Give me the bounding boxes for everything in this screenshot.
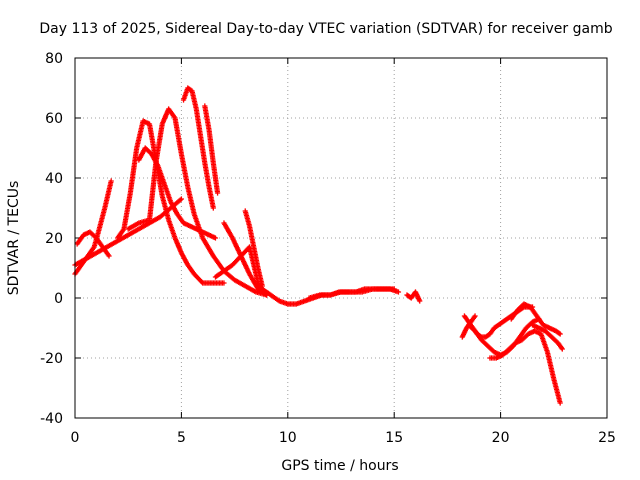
- series-track-s: [529, 322, 565, 352]
- data-point: [106, 253, 112, 259]
- tick-labels: 0 5 10 15 20 25 -40 -20 0 20 40 60 80: [40, 51, 616, 446]
- data-point: [210, 205, 216, 211]
- y-tick-label: 60: [45, 111, 63, 127]
- series-track-a: [72, 178, 114, 277]
- data-points: [72, 85, 565, 406]
- series-track-j: [221, 220, 270, 298]
- y-tick-label: 0: [54, 291, 63, 307]
- data-point: [221, 280, 227, 286]
- x-axis-label: GPS time / hours: [281, 458, 398, 474]
- data-point: [391, 286, 397, 292]
- y-tick-label: 40: [45, 171, 63, 187]
- x-tick-label: 15: [385, 430, 403, 446]
- series-track-t: [459, 313, 478, 340]
- series-track-r: [508, 301, 563, 337]
- y-tick-label: -20: [40, 351, 63, 367]
- series-track-g: [180, 85, 216, 211]
- data-point: [557, 331, 563, 337]
- series-track-n: [404, 289, 423, 304]
- data-point: [472, 313, 478, 319]
- x-tick-label: 25: [598, 430, 616, 446]
- data-point: [178, 196, 184, 202]
- y-tick-label: -40: [40, 411, 63, 427]
- x-tick-label: 10: [279, 430, 297, 446]
- data-point: [417, 298, 423, 304]
- grid-lines: [75, 58, 607, 418]
- series-track-q: [487, 328, 563, 406]
- data-point: [559, 346, 565, 352]
- x-tick-label: 20: [492, 430, 510, 446]
- x-tick-label: 0: [71, 430, 80, 446]
- series-track-m: [306, 286, 397, 301]
- data-point: [395, 289, 402, 295]
- x-tick-label: 5: [177, 430, 186, 446]
- data-point: [212, 235, 219, 241]
- y-tick-label: 80: [45, 51, 63, 67]
- data-point: [108, 178, 114, 184]
- series-track-h: [202, 103, 221, 196]
- data-point: [557, 400, 563, 406]
- y-axis-label: SDTVAR / TECUs: [6, 181, 22, 296]
- data-point: [556, 330, 562, 336]
- y-tick-label: 20: [45, 231, 63, 247]
- chart-title: Day 113 of 2025, Sidereal Day-to-day VTE…: [39, 21, 612, 37]
- data-point: [214, 190, 221, 196]
- plot-frame: [74, 57, 608, 419]
- series-track-k: [242, 208, 265, 289]
- series-track-f: [136, 145, 219, 241]
